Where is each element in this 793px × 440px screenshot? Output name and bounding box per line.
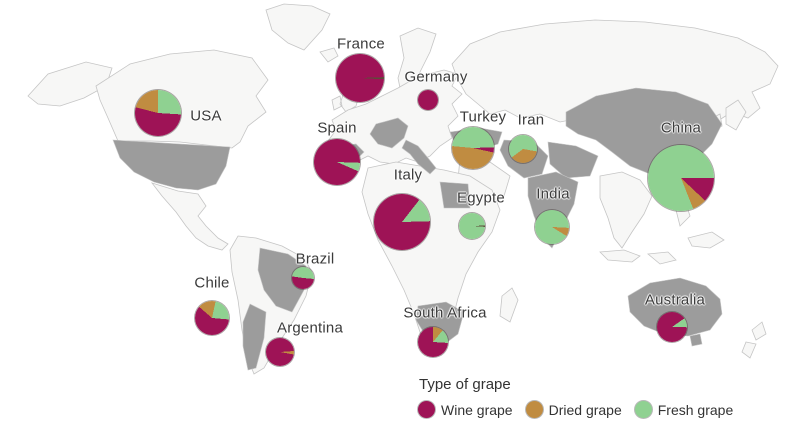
map-tasmania [689, 333, 703, 347]
legend-item-dried: Dried grape [525, 401, 622, 418]
fresh-grape-swatch-icon [634, 401, 652, 418]
country-label-iran: Iran [517, 111, 545, 129]
map-italy [401, 139, 437, 175]
map-argentina-chile [242, 303, 267, 371]
legend-title: Type of grape [419, 376, 511, 393]
country-label-usa: USA [190, 107, 222, 125]
pie-germany [418, 90, 438, 110]
map-central-asia [547, 141, 599, 179]
map-brazil [257, 247, 307, 313]
pie-india [535, 210, 569, 244]
legend-item-dried-label: Dried grape [548, 401, 622, 418]
pie-spain [314, 139, 360, 185]
legend-item-fresh: Fresh grape [634, 401, 734, 418]
country-label-australia: Australia [644, 291, 706, 309]
country-label-france: France [337, 35, 385, 53]
country-label-spain: Spain [317, 119, 357, 137]
pie-argentina [266, 338, 294, 366]
pie-brazil [292, 267, 314, 289]
country-label-india: India [536, 185, 570, 203]
pie-france [336, 54, 384, 102]
country-label-germany: Germany [404, 68, 468, 86]
country-label-turkey: Turkey [459, 108, 507, 126]
map-madagascar [499, 287, 519, 323]
pie-iran [509, 135, 537, 163]
country-label-south-africa: South Africa [403, 304, 487, 322]
legend-item-wine-label: Wine grape [441, 401, 513, 418]
pie-chile [195, 301, 229, 335]
pie-south-africa [418, 327, 448, 357]
map-new-zealand [741, 321, 767, 359]
legend-items: Wine grape Dried grape Fresh grape [418, 401, 733, 418]
pie-egypt [459, 213, 485, 239]
wine-grape-swatch-icon [418, 401, 435, 418]
legend: Type of grape Wine grape Dried grape Fre… [418, 376, 733, 418]
pie-china [648, 145, 714, 211]
pie-australia [657, 312, 687, 342]
legend-item-wine: Wine grape [418, 401, 513, 418]
country-label-chile: Chile [194, 274, 230, 292]
country-label-egypt: Egypte [457, 189, 505, 207]
country-label-argentina: Argentina [276, 319, 344, 337]
pie-italy [374, 194, 430, 250]
map-greenland [265, 3, 331, 51]
dried-grape-swatch-icon [525, 401, 543, 418]
pie-turkey [452, 127, 494, 169]
country-label-brazil: Brazil [295, 250, 335, 268]
country-label-italy: Italy [393, 166, 423, 184]
map-australia [627, 277, 723, 337]
map-france [369, 117, 409, 149]
map-southeast-asia [599, 171, 653, 249]
legend-item-fresh-label: Fresh grape [657, 401, 734, 418]
map-new-guinea [687, 231, 725, 249]
country-label-china: China [660, 119, 702, 137]
map-central-america [150, 182, 229, 251]
pie-usa [135, 90, 181, 136]
map-iceland [319, 47, 339, 63]
map-usa [112, 139, 231, 191]
map-egypt [439, 181, 471, 209]
